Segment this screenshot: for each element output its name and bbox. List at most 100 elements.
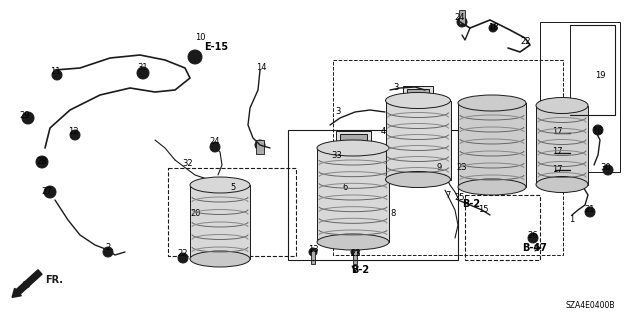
Text: 29: 29: [20, 110, 30, 119]
Ellipse shape: [536, 98, 588, 114]
Bar: [465, 195, 540, 260]
Bar: [190, 185, 250, 259]
Circle shape: [489, 24, 497, 32]
Text: 9: 9: [436, 163, 442, 172]
Circle shape: [47, 189, 53, 195]
Text: E-15: E-15: [204, 42, 228, 52]
Circle shape: [25, 115, 31, 121]
Text: 24: 24: [455, 13, 465, 22]
Bar: [339, 134, 367, 150]
Circle shape: [140, 70, 146, 76]
Circle shape: [103, 247, 113, 257]
Circle shape: [606, 168, 610, 172]
Circle shape: [22, 112, 34, 124]
Ellipse shape: [190, 177, 250, 193]
Bar: [459, 10, 465, 24]
Bar: [536, 106, 588, 185]
Bar: [407, 89, 429, 103]
Circle shape: [44, 186, 56, 198]
Ellipse shape: [317, 140, 389, 156]
Ellipse shape: [317, 234, 389, 250]
Bar: [403, 86, 433, 106]
Ellipse shape: [536, 177, 588, 193]
Text: 12: 12: [68, 127, 78, 137]
Circle shape: [70, 130, 80, 140]
Text: 32: 32: [182, 158, 193, 167]
Bar: [256, 140, 264, 154]
Text: 22: 22: [521, 37, 531, 46]
Bar: [335, 131, 371, 153]
Ellipse shape: [458, 179, 526, 195]
Bar: [549, 128, 557, 138]
Circle shape: [210, 142, 220, 152]
Text: 24: 24: [210, 137, 220, 146]
Text: 15: 15: [477, 205, 488, 214]
Text: 16: 16: [592, 126, 602, 135]
Circle shape: [39, 159, 45, 165]
Ellipse shape: [385, 172, 451, 188]
Text: 5: 5: [230, 183, 236, 193]
Bar: [549, 148, 557, 158]
Text: 10: 10: [195, 33, 205, 42]
Text: 26: 26: [528, 230, 538, 239]
Ellipse shape: [458, 95, 526, 111]
Text: 1: 1: [570, 214, 575, 223]
Circle shape: [309, 248, 317, 256]
Text: 23: 23: [457, 164, 467, 172]
FancyArrow shape: [12, 270, 42, 297]
Circle shape: [531, 236, 535, 240]
Circle shape: [351, 248, 359, 256]
Text: 27: 27: [42, 188, 52, 196]
Ellipse shape: [190, 251, 250, 267]
Text: 7: 7: [445, 190, 451, 199]
Text: 2: 2: [106, 243, 111, 252]
Text: B-47: B-47: [523, 243, 547, 253]
Bar: [333, 60, 563, 255]
Ellipse shape: [385, 92, 451, 108]
Bar: [317, 148, 389, 242]
Bar: [168, 168, 296, 256]
Text: 17: 17: [552, 165, 563, 174]
Text: 31: 31: [138, 63, 148, 73]
Text: 17: 17: [552, 148, 563, 156]
Bar: [549, 165, 557, 175]
Circle shape: [585, 207, 595, 217]
Circle shape: [178, 253, 188, 263]
Circle shape: [192, 54, 198, 60]
Bar: [288, 130, 458, 260]
Text: B-2: B-2: [351, 265, 369, 275]
Text: 13: 13: [308, 244, 318, 253]
Circle shape: [52, 70, 62, 80]
Text: FR.: FR.: [45, 275, 63, 285]
Circle shape: [181, 256, 185, 260]
Text: 18: 18: [488, 23, 499, 33]
Bar: [458, 103, 526, 187]
Text: 4: 4: [380, 126, 386, 135]
Text: 21: 21: [585, 205, 595, 214]
Circle shape: [457, 17, 467, 27]
Text: 23: 23: [351, 249, 362, 258]
Bar: [385, 100, 451, 180]
Text: B-2: B-2: [462, 199, 480, 209]
Text: 25: 25: [455, 194, 465, 203]
Text: SZA4E0400B: SZA4E0400B: [565, 301, 615, 310]
Text: 33: 33: [332, 150, 342, 159]
Text: 3: 3: [394, 83, 399, 92]
Text: 30: 30: [601, 164, 611, 172]
Circle shape: [255, 140, 265, 150]
Circle shape: [528, 233, 538, 243]
Text: 28: 28: [36, 157, 47, 166]
Bar: [311, 250, 315, 264]
Text: 14: 14: [256, 63, 266, 73]
Text: 19: 19: [595, 70, 605, 79]
Text: 22: 22: [178, 250, 188, 259]
Text: 3: 3: [335, 108, 340, 116]
Text: 11: 11: [50, 68, 60, 76]
Text: 8: 8: [390, 209, 396, 218]
Bar: [570, 25, 615, 115]
Circle shape: [36, 156, 48, 168]
Bar: [540, 22, 620, 172]
Text: 20: 20: [191, 210, 201, 219]
Bar: [353, 250, 357, 264]
Text: 17: 17: [552, 126, 563, 135]
